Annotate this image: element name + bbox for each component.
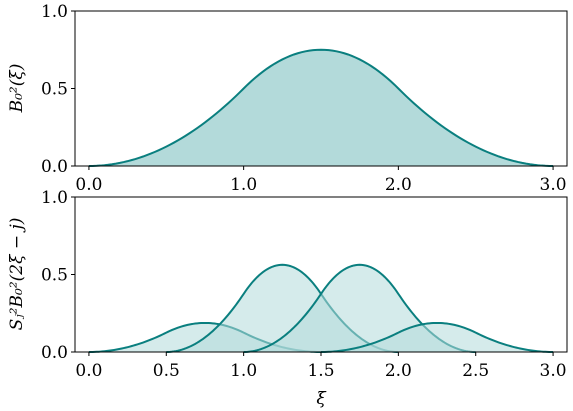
curve-series-3 <box>320 321 554 353</box>
y-tick-label: 0.5 <box>41 80 68 100</box>
area-series-3 <box>321 322 554 352</box>
y-tick-label: 0.5 <box>41 266 68 286</box>
x-tick-label: 0.0 <box>75 175 102 195</box>
curve-series-0 <box>88 48 554 167</box>
y-tick-label: 0.0 <box>41 343 68 363</box>
x-tick-label: 1.0 <box>230 175 257 195</box>
y-tick-label: 0.0 <box>41 157 68 177</box>
y-axis-label: B₀²(ξ) <box>7 64 27 114</box>
x-tick-label: 2.0 <box>385 175 412 195</box>
y-tick-label: 1.0 <box>41 188 68 208</box>
top-panel: 0.0 1.0 2.0 3.0 0.0 0.5 1.0 B₀²(ξ) <box>7 2 568 195</box>
x-tick-label: 0.0 <box>75 361 102 381</box>
y-tick-label: 1.0 <box>41 2 68 22</box>
x-tick-label: 3.0 <box>540 175 567 195</box>
x-tick-label: 2.5 <box>462 361 489 381</box>
x-axis-label: ξ <box>316 389 327 409</box>
x-tick-label: 3.0 <box>540 361 567 381</box>
bottom-panel: 0.0 0.5 1.0 1.5 2.0 2.5 3.0 0.0 0.5 1.0 Sⱼ²B₀²(2ξ … <box>7 188 568 409</box>
area-series-0 <box>88 49 554 166</box>
x-tick-label: 0.5 <box>153 361 180 381</box>
x-tick-label: 1.0 <box>230 361 257 381</box>
x-tick-label: 2.0 <box>385 361 412 381</box>
x-tick-label: 1.5 <box>307 361 334 381</box>
y-axis-label: Sⱼ²B₀²(2ξ − j) <box>7 218 27 331</box>
